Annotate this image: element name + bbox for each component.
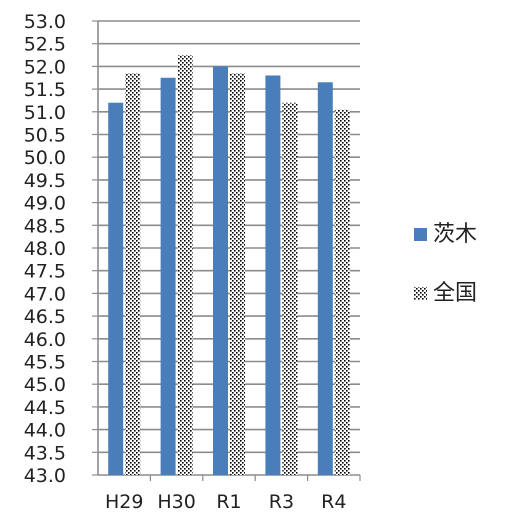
axes bbox=[92, 20, 361, 481]
y-tick-label: 53.0 bbox=[24, 11, 66, 33]
bar-national-h29 bbox=[125, 73, 141, 476]
y-tick-label: 46.0 bbox=[24, 329, 66, 351]
y-tick-label: 46.5 bbox=[24, 306, 66, 328]
y-tick-label: 47.0 bbox=[24, 283, 66, 305]
bar-national-r1 bbox=[230, 73, 245, 476]
x-tick-label: R4 bbox=[321, 491, 346, 513]
y-tick-label: 44.0 bbox=[24, 420, 66, 442]
legend-label: 茨木 bbox=[433, 222, 477, 247]
bar-national-r3 bbox=[282, 102, 298, 475]
bars bbox=[108, 55, 350, 476]
y-tick-label: 45.5 bbox=[24, 352, 66, 374]
bar-national-h30 bbox=[177, 55, 193, 476]
bar-ibaraki-r4 bbox=[317, 82, 333, 475]
y-tick-label: 52.0 bbox=[24, 56, 66, 78]
y-tick-labels: 43.043.544.044.545.045.546.046.547.047.5… bbox=[24, 11, 66, 487]
y-tick-label: 48.0 bbox=[24, 238, 66, 260]
bar-ibaraki-h30 bbox=[160, 77, 176, 475]
x-tick-label: R1 bbox=[216, 491, 241, 513]
x-tick-label: R3 bbox=[269, 491, 294, 513]
y-tick-label: 49.0 bbox=[24, 193, 66, 215]
bar-ibaraki-h29 bbox=[108, 102, 124, 475]
y-tick-label: 43.0 bbox=[24, 465, 66, 487]
bar-ibaraki-r1 bbox=[213, 66, 228, 476]
gridlines bbox=[98, 20, 360, 454]
y-tick-label: 43.5 bbox=[24, 442, 66, 464]
y-tick-label: 52.5 bbox=[24, 34, 66, 56]
y-tick-label: 50.0 bbox=[24, 147, 66, 169]
y-tick-label: 45.0 bbox=[24, 374, 66, 396]
x-tick-labels: H29 H30 R1 R3 R4 bbox=[105, 491, 346, 513]
bar-national-r4 bbox=[334, 109, 350, 475]
x-tick-label: H30 bbox=[157, 491, 195, 513]
y-tick-label: 48.5 bbox=[24, 215, 66, 237]
bar-ibaraki-r3 bbox=[265, 75, 281, 475]
x-tick-label: H29 bbox=[105, 491, 143, 513]
y-tick-label: 49.5 bbox=[24, 170, 66, 192]
y-tick-label: 47.5 bbox=[24, 261, 66, 283]
y-tick-label: 51.0 bbox=[24, 102, 66, 124]
legend-swatch bbox=[414, 287, 427, 300]
y-tick-label: 44.5 bbox=[24, 397, 66, 419]
legend-swatch bbox=[414, 228, 427, 241]
legend-label: 全国 bbox=[433, 281, 477, 306]
y-tick-label: 51.5 bbox=[24, 79, 66, 101]
y-tick-label: 50.5 bbox=[24, 125, 66, 147]
